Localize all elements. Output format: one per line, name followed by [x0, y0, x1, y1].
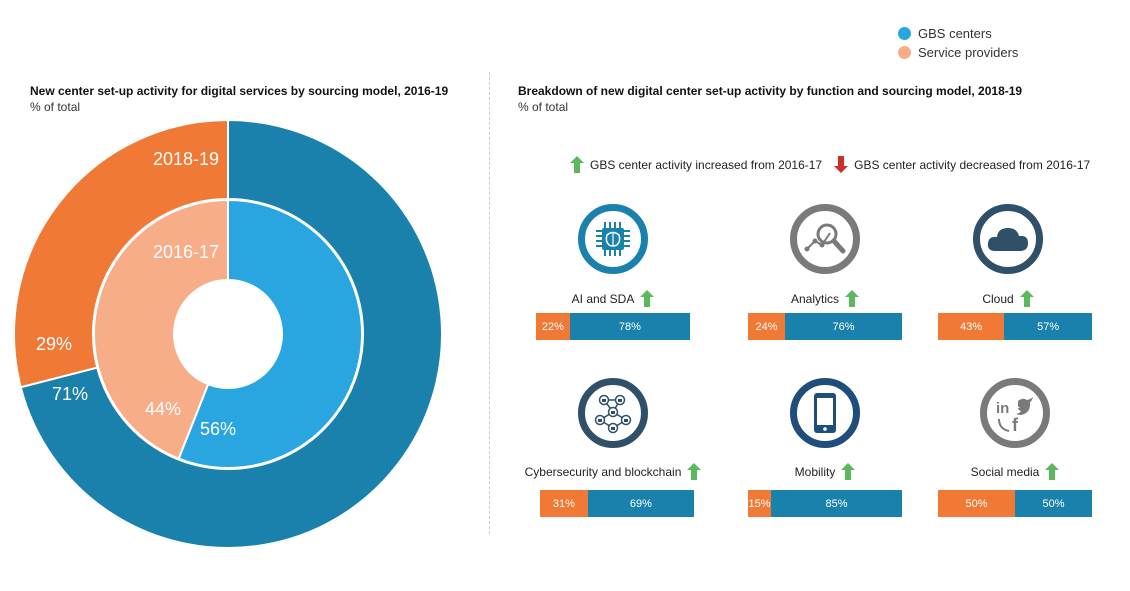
arrow-up-icon [1045, 463, 1060, 480]
arrow-up-icon [841, 463, 856, 480]
tile-label: Analytics [715, 290, 935, 307]
tile-label: Social media [905, 463, 1125, 480]
outer-ring-label-sp: 29% [36, 334, 72, 354]
left-chart-title: New center set-up activity for digital s… [30, 84, 449, 98]
bar-segment-sp: 43% [938, 313, 1005, 340]
inner-ring-slice-sp [93, 198, 229, 460]
inner-ring-label-sp: 44% [145, 399, 181, 419]
bar-segment-sp: 22% [536, 313, 570, 340]
bar-segment-sp: 50% [938, 490, 1015, 517]
inner-ring-slice-gbs [177, 198, 363, 469]
left-chart-subtitle: % of total [30, 100, 81, 114]
arrow-down-icon [834, 156, 849, 173]
bar-segment-sp: 15% [748, 490, 772, 517]
svg-text:in: in [996, 400, 1009, 417]
tile-label-text: Cybersecurity and blockchain [524, 464, 682, 479]
stacked-bar: 24% 76% [748, 313, 902, 340]
inner-ring-name: 2016-17 [153, 242, 219, 262]
stacked-bar: 15% 85% [748, 490, 902, 517]
arrow-up-icon [1019, 290, 1034, 307]
outer-ring-label-gbs: 71% [52, 384, 88, 404]
bar-segment-gbs: 85% [771, 490, 902, 517]
arrow-up-icon [687, 463, 702, 480]
panel-divider [489, 72, 490, 534]
right-chart-title: Breakdown of new digital center set-up a… [518, 84, 1023, 98]
cloud-icon [973, 204, 1043, 274]
mobile-phone-icon [790, 378, 860, 448]
legend: GBS centers Service providers [898, 26, 1018, 60]
lock-network-icon [578, 378, 648, 448]
arrow-legend-down-label: GBS center activity decreased from 2016-… [854, 157, 1091, 172]
tile-label: Mobility [715, 463, 935, 480]
svg-text:f: f [1012, 415, 1019, 435]
arrow-up-icon [570, 156, 584, 173]
bar-segment-gbs: 50% [1015, 490, 1092, 517]
bar-segment-gbs: 69% [587, 490, 694, 517]
inner-ring-label-gbs: 56% [200, 419, 236, 439]
stacked-bar: 50% 50% [938, 490, 1092, 517]
right-chart-subtitle: % of total [518, 100, 569, 114]
arrow-legend-up-label: GBS center activity increased from 2016-… [590, 157, 823, 172]
bar-segment-gbs: 76% [784, 313, 902, 340]
social-media-icon: in f [980, 378, 1050, 448]
bar-segment-sp: 24% [748, 313, 785, 340]
tile-label: Cloud [898, 290, 1118, 307]
stacked-bar: 43% 57% [938, 313, 1092, 340]
arrow-up-icon [640, 290, 655, 307]
tile-label: AI and SDA [503, 290, 723, 307]
outer-ring-name: 2018-19 [153, 149, 219, 169]
legend-label-sp: Service providers [918, 45, 1019, 60]
tile-label-text: AI and SDA [571, 291, 635, 306]
donut-chart: 71% 29% 56% 44% 2018-19 2016-17 [13, 118, 443, 549]
magnifier-analytics-icon [790, 204, 860, 274]
bar-segment-sp: 31% [540, 490, 588, 517]
tile-label-text: Social media [970, 464, 1040, 479]
tile-label-text: Cloud [982, 291, 1014, 306]
stacked-bar: 31% 69% [540, 490, 694, 517]
legend-swatch-sp [898, 46, 911, 59]
legend-label-gbs: GBS centers [918, 26, 992, 41]
arrow-up-icon [845, 290, 860, 307]
tile-label-text: Mobility [794, 464, 836, 479]
legend-swatch-gbs [898, 27, 911, 40]
bar-segment-gbs: 57% [1004, 313, 1092, 340]
tile-label-text: Analytics [790, 291, 840, 306]
legend-item-gbs: GBS centers [898, 26, 1018, 41]
stacked-bar: 22% 78% [536, 313, 690, 340]
arrow-legend: GBS center activity increased from 2016-… [570, 156, 1090, 173]
legend-item-sp: Service providers [898, 45, 1018, 60]
tile-label: Cybersecurity and blockchain [503, 463, 723, 480]
brain-chip-icon [578, 204, 648, 274]
bar-segment-gbs: 78% [569, 313, 690, 340]
